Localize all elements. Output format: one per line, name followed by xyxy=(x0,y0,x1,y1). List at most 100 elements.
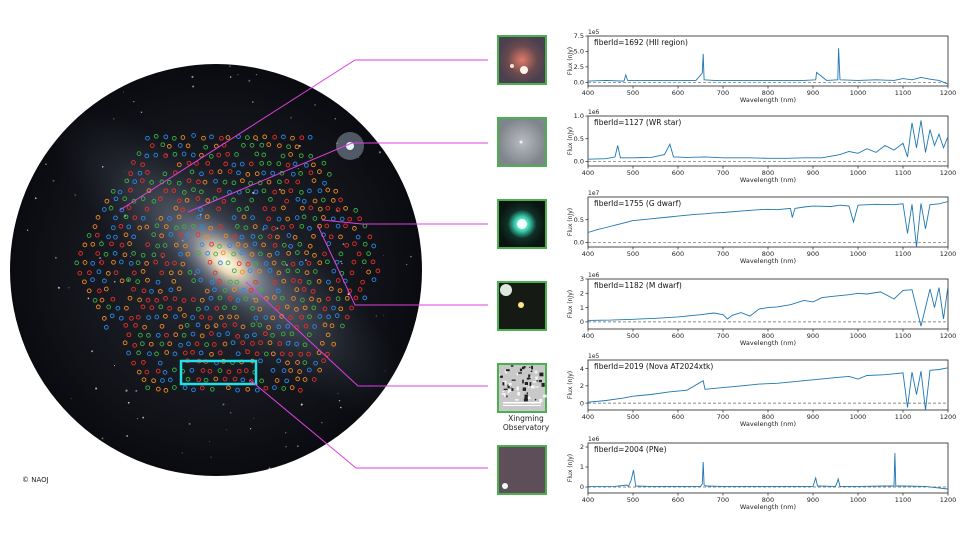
fiber-marker xyxy=(253,315,259,321)
star xyxy=(255,74,258,76)
fiber-marker xyxy=(243,368,249,373)
noise-pixel xyxy=(528,377,531,380)
fiber-marker xyxy=(335,278,341,283)
fiber-marker xyxy=(95,215,101,220)
star xyxy=(226,429,227,430)
fiber-marker xyxy=(213,178,218,184)
fiber-marker xyxy=(111,259,116,265)
noise-pixel xyxy=(524,394,528,399)
spectrum-annotation: fiberId=1127 (WR star) xyxy=(594,118,681,127)
scale-label: 1e6 xyxy=(588,436,600,443)
fiber-marker xyxy=(124,305,129,311)
fiber-marker xyxy=(113,234,118,240)
fiber-marker xyxy=(217,295,223,301)
fiber-marker xyxy=(208,225,213,231)
fiber-marker xyxy=(338,306,344,312)
fiber-marker xyxy=(96,269,102,275)
fiber-marker xyxy=(271,295,277,300)
fiber-marker xyxy=(248,287,254,293)
fiber-marker xyxy=(308,170,314,176)
fiber-marker xyxy=(272,279,278,285)
fiber-marker xyxy=(217,169,223,175)
fiber-marker xyxy=(185,376,191,382)
fiber-marker xyxy=(308,153,314,159)
fiber-marker xyxy=(280,153,286,159)
fiber-marker xyxy=(109,313,115,319)
fiber-marker xyxy=(312,253,317,258)
fiber-marker xyxy=(304,270,310,276)
fiber-marker xyxy=(357,216,363,222)
star xyxy=(135,389,138,392)
noise-pixel xyxy=(522,366,525,370)
fiber-marker xyxy=(208,169,214,175)
fiber-marker xyxy=(101,316,107,321)
fiber-marker xyxy=(302,360,308,365)
x-axis-label: Wavelength (nm) xyxy=(740,420,796,428)
fiber-marker xyxy=(180,261,186,267)
fiber-marker xyxy=(304,162,309,168)
connector-line-5 xyxy=(245,281,488,387)
x-tick-label: 900 xyxy=(807,250,819,258)
fiber-marker xyxy=(286,144,291,150)
fiber-marker xyxy=(338,251,344,257)
fiber-marker xyxy=(149,180,154,185)
fiber-marker xyxy=(270,368,276,373)
fiber-marker xyxy=(236,207,242,212)
fiber-marker xyxy=(176,214,182,220)
noise-pixel xyxy=(517,392,521,396)
fiber-marker xyxy=(190,331,196,337)
fiber-marker xyxy=(247,268,253,273)
star xyxy=(222,403,225,406)
fiber-marker xyxy=(232,322,238,327)
noise-pixel xyxy=(508,382,512,386)
fiber-marker xyxy=(325,296,331,302)
plot-frame xyxy=(587,35,949,87)
y-tick-label: 1.0 xyxy=(574,112,584,120)
fiber-marker xyxy=(227,169,233,174)
fiber-marker xyxy=(142,324,147,330)
fiber-marker xyxy=(140,269,146,274)
star xyxy=(129,256,131,258)
noise-pixel xyxy=(509,386,512,388)
fiber-marker xyxy=(137,225,143,231)
fiber-marker xyxy=(216,187,222,193)
fiber-marker xyxy=(144,369,150,375)
fiber-marker xyxy=(290,261,296,267)
fiber-marker xyxy=(77,270,83,276)
fiber-marker xyxy=(178,232,184,238)
fiber-marker xyxy=(225,260,231,266)
star xyxy=(251,101,254,103)
fiber-marker xyxy=(357,287,363,292)
fiber-marker xyxy=(177,270,183,276)
fiber-marker xyxy=(356,251,362,257)
fiber-marker xyxy=(271,226,276,231)
fiber-marker xyxy=(176,162,182,168)
fiber-marker xyxy=(163,296,168,301)
spectrum-panel-2: 400 500 600 700 800 900 1000 1100 1200 0.0 0.5 1.0 1… xyxy=(567,109,956,184)
star xyxy=(127,279,130,281)
fiber-marker xyxy=(239,269,245,275)
fiber-marker xyxy=(119,242,125,248)
star xyxy=(237,74,239,76)
fiber-marker xyxy=(288,152,293,157)
fiber-marker xyxy=(241,287,246,293)
fiber-marker xyxy=(270,315,276,321)
fiber-marker xyxy=(226,385,231,391)
fiber-marker xyxy=(144,153,150,159)
fiber-marker xyxy=(221,198,227,204)
x-tick-label: 600 xyxy=(672,413,684,421)
star xyxy=(194,273,196,276)
x-tick-label: 1000 xyxy=(850,413,867,421)
fiber-marker xyxy=(253,297,259,303)
star xyxy=(113,365,116,367)
y-tick-label: 0.0 xyxy=(574,78,584,86)
fiber-marker xyxy=(198,350,204,356)
fiber-marker xyxy=(154,298,160,303)
star xyxy=(262,351,264,353)
fiber-marker xyxy=(185,143,191,149)
spectrum-annotation: fiberId=1755 (G dwarf) xyxy=(594,199,681,208)
fiber-marker xyxy=(172,351,178,357)
fiber-marker xyxy=(216,206,221,212)
fiber-marker xyxy=(131,234,137,240)
fiber-marker xyxy=(196,377,202,383)
